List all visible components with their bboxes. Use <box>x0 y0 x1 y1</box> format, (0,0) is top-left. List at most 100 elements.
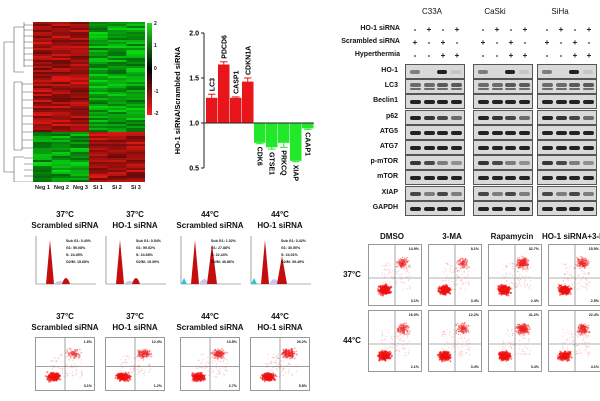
cell-dot <box>459 264 462 266</box>
cell-dot <box>285 350 288 352</box>
cell-dot <box>73 355 76 358</box>
cell-dot <box>74 349 76 351</box>
cell-dot <box>397 264 400 266</box>
cell-dot <box>140 354 143 356</box>
cell-dot <box>463 260 466 263</box>
protein-band <box>518 115 530 120</box>
cell-dot <box>522 259 524 262</box>
cell-dot <box>67 354 69 356</box>
cell-dot <box>288 354 291 357</box>
cell-dot <box>586 264 589 267</box>
cell-dot <box>580 260 583 262</box>
cell-dot <box>72 358 75 360</box>
cell-dot <box>285 351 287 354</box>
cell-dot <box>400 264 403 267</box>
heatmap-cell <box>51 82 71 85</box>
heatmap-cell <box>89 150 108 153</box>
heatmap-cell <box>89 134 108 137</box>
cell-dot <box>584 266 587 268</box>
cell-dot <box>404 260 406 262</box>
cell-dot <box>585 286 587 288</box>
cell-dot <box>521 265 524 268</box>
cell-dot <box>216 354 219 357</box>
heatmap-cell <box>126 132 145 135</box>
condition-sign: + <box>440 38 446 47</box>
cell-dot <box>291 351 293 354</box>
cell-dot <box>579 262 582 264</box>
heatmap-cell <box>126 156 145 159</box>
cell-dot <box>290 351 292 354</box>
condition-sign: - <box>495 51 499 60</box>
cell-dot <box>65 356 67 358</box>
protein-band <box>582 100 594 105</box>
cell-dot <box>524 258 526 260</box>
cell-dot <box>569 265 571 268</box>
cell-dot <box>275 360 277 362</box>
heatmap-cell <box>107 134 127 137</box>
cell-dot <box>217 350 219 352</box>
cell-dot <box>288 354 290 356</box>
heatmap-cell <box>51 160 71 163</box>
cell-dot <box>566 272 568 274</box>
heatmap-cell <box>51 100 71 103</box>
cell-dot <box>580 267 582 270</box>
cell-dot <box>404 262 407 265</box>
heatmap-cell <box>107 144 127 147</box>
cell-dot <box>141 356 144 358</box>
cell-dot <box>137 360 140 362</box>
cell-dot <box>148 364 150 366</box>
scale-tick: -2 <box>154 111 159 117</box>
heatmap-cell <box>107 132 127 135</box>
cell-dot <box>278 357 280 360</box>
cell-dot <box>526 264 529 267</box>
cell-dot <box>448 284 451 287</box>
blot-strip <box>537 79 597 95</box>
cell-dot <box>150 352 153 355</box>
cell-dot <box>141 353 144 355</box>
cell-dot <box>569 292 572 295</box>
cell-dot <box>507 289 510 292</box>
cell-dot <box>138 354 141 356</box>
cell-dot <box>290 355 293 357</box>
cell-dot <box>577 283 579 285</box>
cell-dot <box>287 352 289 355</box>
cell-dot <box>287 352 289 354</box>
cell-dot <box>498 288 501 291</box>
cell-dot <box>289 355 291 358</box>
cell-dot <box>133 364 135 367</box>
cell-dot <box>580 261 583 264</box>
cell-dot <box>522 263 524 266</box>
cell-dot <box>457 270 459 272</box>
heatmap-cell <box>70 144 90 147</box>
cell-dot <box>582 263 584 265</box>
cell-dot <box>217 352 220 355</box>
cell-dot <box>72 375 74 377</box>
cell-dot <box>215 354 217 356</box>
condition-sign: - <box>413 25 417 34</box>
cell-dot <box>72 355 75 357</box>
cell-dot <box>143 352 146 355</box>
blot-strip <box>537 94 597 110</box>
heatmap-cell <box>89 72 108 75</box>
cell-dot <box>516 262 519 265</box>
cell-dot <box>217 355 220 358</box>
cell-dot <box>70 356 72 358</box>
heatmap-cell <box>107 64 127 67</box>
condition-label: HO-1 siRNA <box>360 25 400 32</box>
cell-dot <box>280 353 283 356</box>
protein-band <box>505 70 515 74</box>
cell-dot <box>269 369 271 371</box>
cell-dot <box>587 259 589 261</box>
heatmap-cell <box>107 30 127 33</box>
cell-dot <box>281 352 284 355</box>
cell-dot <box>445 283 447 286</box>
cell-dot <box>220 360 222 362</box>
protein-band <box>542 161 553 166</box>
heatmap-cell <box>89 48 108 51</box>
heatmap-cell <box>51 46 71 49</box>
cell-dot <box>137 349 140 352</box>
cell-dot <box>583 264 585 266</box>
heatmap-cell <box>107 46 127 49</box>
cell-dot <box>213 354 215 356</box>
cell-dot <box>141 356 144 359</box>
